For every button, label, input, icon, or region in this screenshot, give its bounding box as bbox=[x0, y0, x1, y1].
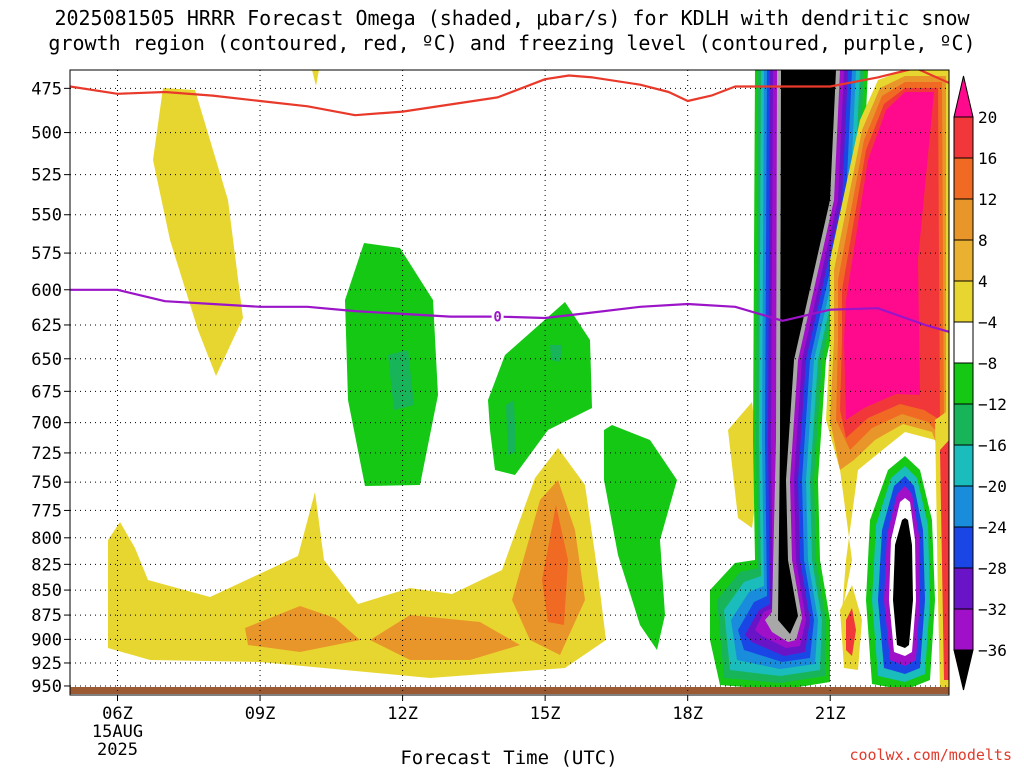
y-tick-label: 775 bbox=[31, 501, 62, 521]
omega-area-positive bbox=[312, 70, 319, 86]
grid bbox=[70, 70, 949, 695]
colorbar-label: 8 bbox=[978, 231, 988, 250]
colorbar-segment bbox=[953, 239, 974, 282]
colorbar: 20 16 12 8 4 −4 −8 −12 −16 −20 −24 −28 −32 −36 bbox=[953, 75, 1007, 691]
colorbar-segment bbox=[953, 526, 974, 569]
colorbar-label: −32 bbox=[978, 600, 1007, 619]
omega-area-extreme bbox=[893, 518, 913, 648]
x-tick-label: 21Z bbox=[815, 704, 846, 724]
y-tick-label: 675 bbox=[31, 382, 62, 402]
y-tick-label: 800 bbox=[31, 529, 62, 549]
colorbar-segment bbox=[953, 280, 974, 323]
omega-area-negative2 bbox=[388, 350, 414, 410]
y-tick-label: 850 bbox=[31, 581, 62, 601]
x-tick-year: 2025 bbox=[97, 740, 138, 760]
y-tick-label: 875 bbox=[31, 606, 62, 626]
x-tick-label: 06Z bbox=[102, 704, 133, 724]
chart-title-line1: 2025081505 HRRR Forecast Omega (shaded, … bbox=[54, 6, 970, 30]
colorbar-segment bbox=[953, 157, 974, 200]
y-tick-label: 750 bbox=[31, 473, 62, 493]
plot-frame bbox=[69, 69, 950, 696]
y-tick-label: 950 bbox=[31, 677, 62, 697]
omega-area-positive bbox=[728, 402, 760, 528]
x-tick-date: 15AUG bbox=[92, 722, 143, 742]
colorbar-label: 4 bbox=[978, 272, 988, 291]
y-tick-label: 925 bbox=[31, 654, 62, 674]
omega-area-negative bbox=[940, 440, 949, 680]
colorbar-label: −20 bbox=[978, 477, 1007, 496]
omega-area-extreme bbox=[778, 70, 836, 634]
colorbar-segment bbox=[953, 567, 974, 610]
colorbar-label: −36 bbox=[978, 641, 1007, 660]
colorbar-label: 12 bbox=[978, 190, 997, 209]
x-tick-label: 09Z bbox=[245, 704, 276, 724]
y-tick-label: 525 bbox=[31, 166, 62, 186]
y-tick-label: 575 bbox=[31, 244, 62, 264]
credit-text: coolwx.com/modelts bbox=[849, 746, 1012, 764]
dendritic-growth-contour bbox=[70, 70, 949, 117]
colorbar-label: −12 bbox=[978, 395, 1007, 414]
x-tick-label: 15Z bbox=[530, 704, 561, 724]
colorbar-arrow-top bbox=[953, 75, 974, 118]
omega-area-positive bbox=[153, 88, 243, 376]
y-tick-label: 700 bbox=[31, 414, 62, 434]
y-tick-label: 900 bbox=[31, 630, 62, 650]
omega-area-extreme-positive bbox=[844, 92, 934, 420]
y-tick-label: 650 bbox=[31, 350, 62, 370]
x-tick-label: 18Z bbox=[672, 704, 703, 724]
chart-title-line2: growth region (contoured, red, ºC) and f… bbox=[48, 31, 976, 55]
omega-area-moderate bbox=[846, 608, 856, 656]
colorbar-arrow-bottom bbox=[953, 649, 974, 691]
y-axis: 475 500 525 550 575 600 625 650 675 700 725 750 775 8… bbox=[31, 79, 70, 697]
x-tick-label: 12Z bbox=[387, 704, 418, 724]
omega-area-moderate bbox=[245, 606, 360, 652]
colorbar-segment bbox=[953, 362, 974, 405]
colorbar-segment bbox=[953, 485, 974, 528]
colorbar-segment bbox=[953, 321, 974, 364]
colorbar-label: 16 bbox=[978, 149, 997, 168]
colorbar-segment bbox=[953, 403, 974, 446]
y-tick-label: 550 bbox=[31, 206, 62, 226]
y-tick-label: 625 bbox=[31, 316, 62, 336]
contour-label: 0 bbox=[493, 310, 501, 326]
terrain-strip bbox=[70, 687, 949, 694]
x-axis-label: Forecast Time (UTC) bbox=[400, 747, 617, 768]
colorbar-label: −24 bbox=[978, 518, 1007, 537]
y-tick-label: 500 bbox=[31, 124, 62, 144]
y-tick-label: 825 bbox=[31, 555, 62, 575]
colorbar-label: −8 bbox=[978, 354, 997, 373]
contour-label-bg bbox=[491, 308, 504, 325]
omega-area-negative2 bbox=[550, 345, 562, 362]
colorbar-segment bbox=[953, 444, 974, 487]
chart-title: 2025081505 HRRR Forecast Omega (shaded, … bbox=[0, 6, 1024, 56]
omega-area-positive bbox=[108, 448, 606, 678]
omega-area-negative bbox=[488, 302, 592, 475]
colorbar-label: 20 bbox=[978, 108, 997, 127]
colorbar-segment bbox=[953, 198, 974, 241]
contour-layer: 0 bbox=[70, 70, 949, 333]
y-tick-label: 600 bbox=[31, 281, 62, 301]
y-tick-label: 725 bbox=[31, 444, 62, 464]
y-tick-label: 475 bbox=[31, 79, 62, 99]
colorbar-segment bbox=[953, 116, 974, 159]
omega-shaded-field bbox=[108, 70, 949, 690]
colorbar-label: −28 bbox=[978, 559, 1007, 578]
omega-area-moderate bbox=[370, 615, 520, 660]
colorbar-segment bbox=[953, 608, 974, 651]
colorbar-label: −4 bbox=[978, 313, 997, 332]
colorbar-label: −16 bbox=[978, 436, 1007, 455]
omega-area-negative2 bbox=[506, 400, 516, 455]
omega-area-strong bbox=[542, 505, 568, 625]
